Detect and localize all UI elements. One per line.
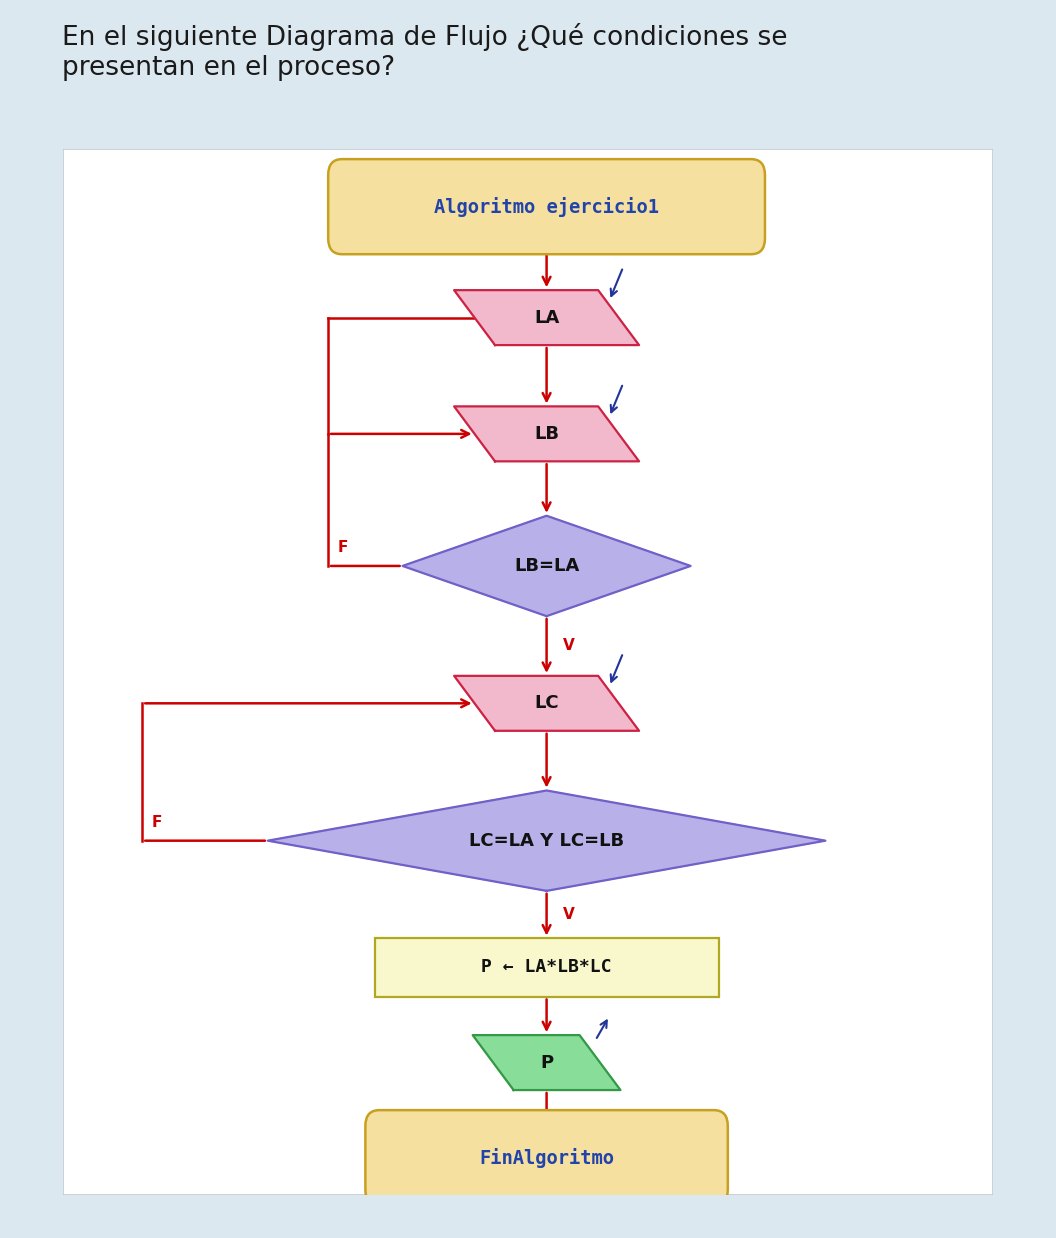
Polygon shape [454, 676, 639, 730]
Text: En el siguiente Diagrama de Flujo ¿Qué condiciones se
presentan en el proceso?: En el siguiente Diagrama de Flujo ¿Qué c… [61, 22, 787, 80]
Polygon shape [454, 290, 639, 345]
Text: LC=LA Y LC=LB: LC=LA Y LC=LB [469, 832, 624, 849]
Polygon shape [402, 516, 691, 617]
Text: V: V [563, 907, 576, 922]
Bar [375, 938, 718, 997]
FancyBboxPatch shape [365, 1110, 728, 1206]
FancyBboxPatch shape [328, 160, 765, 254]
Text: F: F [152, 815, 162, 831]
Polygon shape [473, 1035, 621, 1089]
Text: LB=LA: LB=LA [514, 557, 579, 574]
Text: P: P [540, 1054, 553, 1072]
FancyBboxPatch shape [63, 149, 993, 1195]
Text: LC: LC [534, 695, 559, 712]
Text: Algoritmo ejercicio1: Algoritmo ejercicio1 [434, 197, 659, 217]
Text: P ← LA*LB*LC: P ← LA*LB*LC [482, 958, 611, 977]
Text: V: V [563, 639, 576, 654]
Text: F: F [338, 540, 347, 556]
Polygon shape [268, 791, 826, 891]
Text: FinAlgoritmo: FinAlgoritmo [479, 1148, 615, 1167]
Text: LB: LB [534, 425, 559, 443]
Polygon shape [454, 406, 639, 462]
Text: LA: LA [534, 308, 560, 327]
